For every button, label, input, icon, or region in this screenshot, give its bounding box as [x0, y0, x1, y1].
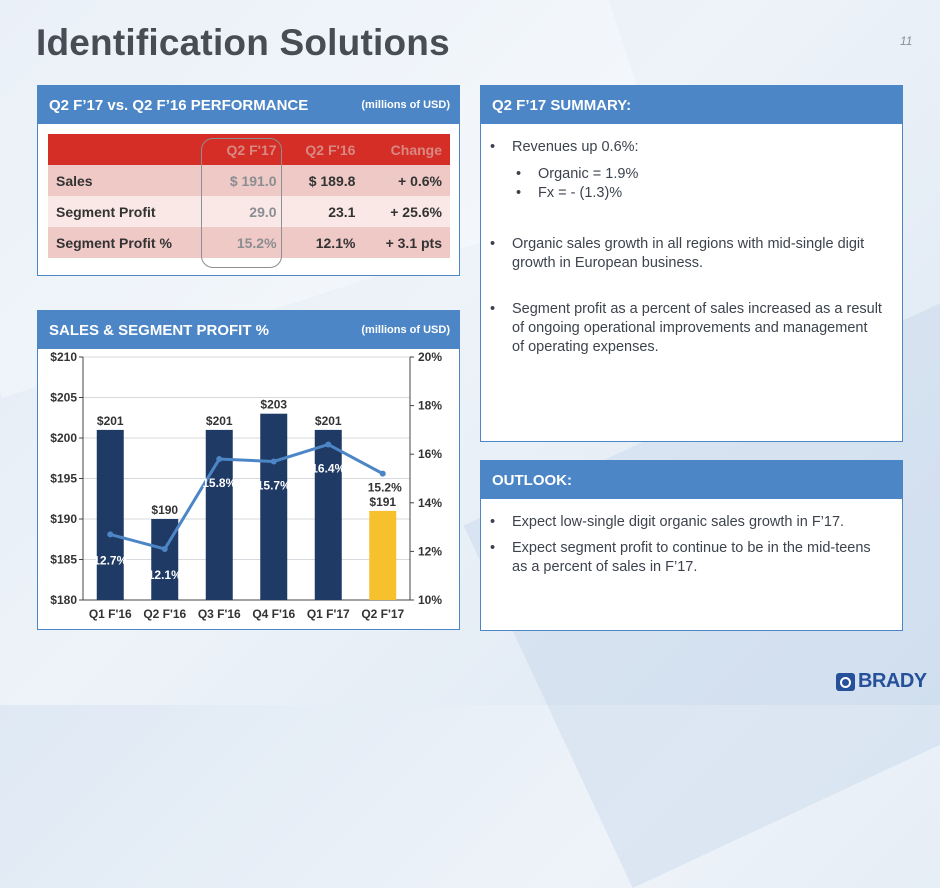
outlook-title: OUTLOOK:	[492, 472, 572, 489]
bar-data-label: $201	[206, 414, 233, 428]
profit-point	[107, 531, 114, 538]
chart-title: SALES & SEGMENT PROFIT %	[49, 322, 270, 339]
change-value: + 25.6%	[363, 196, 450, 227]
x-axis-tick-label: Q4 F'16	[252, 607, 295, 621]
outlook-bullets: Expect low-single digit organic sales gr…	[490, 513, 882, 577]
summary-panel-header: Q2 F’17 SUMMARY:	[481, 86, 902, 124]
sales-bar	[205, 429, 233, 600]
summary-bullet: Revenues up 0.6%:	[490, 138, 882, 157]
table-row: Sales $ 191.0 $ 189.8 + 0.6%	[48, 165, 450, 196]
profit-point	[161, 545, 168, 552]
line-data-label: 15.8%	[202, 476, 236, 490]
right-axis-tick-label: 18%	[418, 399, 442, 413]
outlook-panel-header: OUTLOOK:	[481, 461, 902, 499]
change-value: + 0.6%	[363, 165, 450, 196]
line-data-label: 15.7%	[257, 478, 291, 492]
brady-logo-mark	[836, 673, 855, 691]
right-axis-tick-label: 10%	[418, 593, 442, 607]
bar-data-label: $190	[151, 503, 178, 517]
summary-bullets: Revenues up 0.6%: Organic = 1.9% Fx = - …	[490, 138, 882, 357]
column-header: Change	[363, 134, 450, 165]
table-row: Segment Profit 29.0 23.1 + 25.6%	[48, 196, 450, 227]
summary-bullet: Segment profit as a percent of sales inc…	[490, 300, 882, 357]
chart-units: (millions of USD)	[361, 324, 450, 336]
bar-data-label: $201	[97, 414, 124, 428]
right-axis-tick-label: 14%	[418, 496, 442, 510]
profit-point	[216, 456, 223, 463]
x-axis-tick-label: Q2 F'17	[361, 607, 404, 621]
page-title: Identification Solutions	[36, 22, 450, 63]
line-data-label: 16.4%	[311, 461, 345, 475]
performance-panel-header: Q2 F’17 vs. Q2 F’16 PERFORMANCE (million…	[38, 86, 459, 124]
outlook-bullet: Expect low-single digit organic sales gr…	[490, 513, 882, 532]
current-value: 29.0	[205, 196, 285, 227]
right-axis-tick-label: 20%	[418, 350, 442, 364]
x-axis-tick-label: Q1 F'17	[307, 607, 350, 621]
bar-data-label: $191	[369, 495, 396, 509]
brady-logo: BRADY	[836, 670, 927, 694]
performance-units: (millions of USD)	[361, 99, 450, 111]
sales-bar	[260, 413, 288, 600]
sales-bar	[96, 429, 124, 600]
performance-panel: Q2 F’17 vs. Q2 F’16 PERFORMANCE (million…	[37, 85, 460, 276]
summary-sub-bullet: Organic = 1.9%	[516, 165, 882, 184]
page-number: 11	[900, 34, 913, 48]
row-label: Segment Profit	[48, 196, 206, 227]
row-label: Sales	[48, 165, 206, 196]
x-axis-tick-label: Q2 F'16	[143, 607, 186, 621]
bar-data-label: $203	[260, 398, 287, 412]
summary-sub-bullet: Fx = - (1.3)%	[516, 184, 882, 203]
sales-bar	[369, 510, 397, 600]
sales-profit-chart: $180 $185 $190 $195 $200 $205 $210 10% 12% 14% 16%…	[50, 350, 442, 621]
left-axis-tick-label: $210	[50, 350, 77, 364]
change-value: + 3.1 pts	[363, 227, 450, 258]
column-header	[48, 134, 206, 165]
x-axis-tick-label: Q1 F'16	[89, 607, 132, 621]
current-value: $ 191.0	[205, 165, 285, 196]
profit-point	[379, 470, 386, 477]
outlook-bullet: Expect segment profit to continue to be …	[490, 539, 882, 577]
row-label: Segment Profit %	[48, 227, 206, 258]
bar-data-label: $201	[315, 414, 342, 428]
line-data-label: 15.2%	[368, 481, 402, 495]
left-axis-tick-label: $205	[50, 391, 77, 405]
table-row: Segment Profit % 15.2% 12.1% + 3.1 pts	[48, 227, 450, 258]
outlook-panel: OUTLOOK: Expect low-single digit organic…	[480, 460, 903, 631]
current-quarter-highlight	[201, 138, 282, 268]
left-axis-tick-label: $185	[50, 553, 77, 567]
profit-line	[109, 442, 384, 551]
line-data-label: 12.7%	[93, 553, 127, 567]
summary-bullet: Organic sales growth in all regions with…	[490, 235, 882, 273]
performance-title: Q2 F’17 vs. Q2 F’16 PERFORMANCE	[49, 97, 309, 114]
summary-title: Q2 F’17 SUMMARY:	[492, 97, 632, 114]
left-axis-tick-label: $180	[50, 593, 77, 607]
profit-point	[325, 441, 332, 448]
prior-value: 12.1%	[284, 227, 364, 258]
column-header: Q2 F'16	[284, 134, 364, 165]
current-value: 15.2%	[205, 227, 285, 258]
chart-panel: SALES & SEGMENT PROFIT % (millions of US…	[37, 310, 460, 630]
prior-value: 23.1	[284, 196, 364, 227]
left-axis-tick-label: $195	[50, 472, 77, 486]
brady-logo-text: BRADY	[858, 670, 927, 692]
sales-bar	[314, 429, 342, 600]
chart-panel-header: SALES & SEGMENT PROFIT % (millions of US…	[38, 311, 459, 349]
right-axis-tick-label: 16%	[418, 447, 442, 461]
x-axis-tick-label: Q3 F'16	[198, 607, 241, 621]
prior-value: $ 189.8	[284, 165, 364, 196]
line-data-label: 12.1%	[148, 568, 182, 582]
left-axis-tick-label: $190	[50, 512, 77, 526]
right-axis-tick-label: 12%	[418, 544, 442, 558]
left-axis-tick-label: $200	[50, 431, 77, 445]
profit-point	[270, 458, 277, 465]
summary-panel: Q2 F’17 SUMMARY: Revenues up 0.6%: Organ…	[480, 85, 903, 442]
